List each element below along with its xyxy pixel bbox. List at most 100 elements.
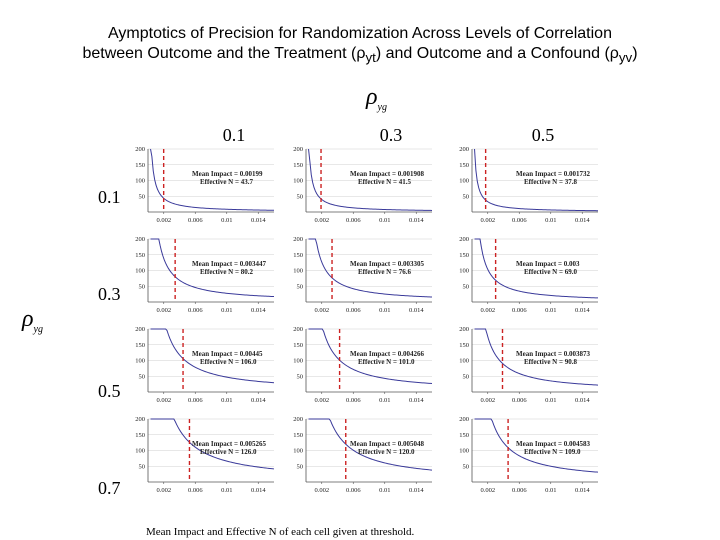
precision-curve	[474, 148, 599, 212]
x-tick-label: 0.014	[409, 487, 424, 494]
row-header-2: 0.3	[98, 284, 121, 304]
precision-curve	[308, 148, 433, 211]
precision-curve	[150, 328, 275, 384]
y-tick-label: 200	[135, 416, 145, 423]
x-tick-label: 0.002	[314, 217, 329, 224]
chart-title: Aymptotics of Precision for Randomizatio…	[0, 24, 720, 68]
effective-n-label: Effective N = 101.0	[358, 358, 415, 366]
chart-panel: 50 100 150 200 0.002 0.006 0.01 0.014 Mean Impac…	[452, 146, 600, 228]
y-tick-label: 100	[459, 358, 469, 365]
y-tick-label: 200	[459, 326, 469, 333]
y-tick-label: 150	[135, 342, 145, 349]
effective-n-label: Effective N = 109.0	[524, 448, 581, 456]
x-tick-label: 0.002	[480, 397, 495, 404]
y-tick-label: 200	[459, 146, 469, 153]
x-tick-label: 0.014	[409, 307, 424, 314]
x-tick-label: 0.006	[346, 397, 361, 404]
y-tick-label: 100	[459, 268, 469, 275]
y-tick-label: 150	[135, 252, 145, 259]
precision-curve	[474, 328, 599, 386]
x-tick-label: 0.01	[221, 397, 232, 404]
chart-panel: 50 100 150 200 0.002 0.006 0.01 0.014 Mean Impac…	[286, 146, 434, 228]
x-tick-label: 0.006	[512, 397, 527, 404]
mean-impact-label: Mean Impact = 0.005048	[350, 440, 424, 448]
y-tick-label: 50	[297, 283, 304, 290]
y-tick-label: 150	[459, 432, 469, 439]
precision-curve	[474, 238, 599, 299]
x-tick-label: 0.014	[575, 217, 590, 224]
x-tick-label: 0.006	[512, 307, 527, 314]
y-tick-label: 150	[459, 162, 469, 169]
x-tick-label: 0.01	[221, 487, 232, 494]
x-tick-label: 0.006	[346, 487, 361, 494]
panel-plot: 50 100 150 200 0.002 0.006 0.01 0.014 Mean Impac…	[135, 326, 275, 404]
y-tick-label: 100	[459, 448, 469, 455]
mean-impact-label: Mean Impact = 0.001732	[516, 170, 590, 178]
effective-n-label: Effective N = 37.8	[524, 178, 577, 186]
x-tick-label: 0.01	[379, 487, 390, 494]
chart-panel: 50 100 150 200 0.002 0.006 0.01 0.014 Mean Impac…	[286, 326, 434, 408]
row-header-4: 0.7	[98, 478, 121, 498]
x-tick-label: 0.002	[480, 307, 495, 314]
x-tick-label: 0.014	[251, 487, 266, 494]
panel-plot: 50 100 150 200 0.002 0.006 0.01 0.014 Mean Impac…	[135, 236, 275, 314]
x-tick-label: 0.01	[379, 397, 390, 404]
mean-impact-label: Mean Impact = 0.00199	[192, 170, 263, 178]
x-tick-label: 0.002	[314, 307, 329, 314]
x-tick-label: 0.01	[545, 397, 556, 404]
panel-plot: 50 100 150 200 0.002 0.006 0.01 0.014 Mean Impac…	[459, 416, 599, 494]
y-tick-label: 200	[135, 236, 145, 243]
x-tick-label: 0.01	[545, 487, 556, 494]
caption: Mean Impact and Effective N of each cell…	[146, 526, 415, 538]
title-line-1: Aymptotics of Precision for Randomizatio…	[108, 25, 612, 42]
effective-n-label: Effective N = 90.8	[524, 358, 577, 366]
y-tick-label: 200	[293, 326, 303, 333]
y-tick-label: 50	[463, 283, 470, 290]
y-tick-label: 100	[459, 178, 469, 185]
column-axis-symbol: ρyg	[366, 84, 387, 113]
y-tick-label: 150	[293, 342, 303, 349]
x-tick-label: 0.01	[379, 217, 390, 224]
y-tick-label: 100	[135, 178, 145, 185]
y-tick-label: 150	[135, 162, 145, 169]
chart-panel: 50 100 150 200 0.002 0.006 0.01 0.014 Mean Impac…	[128, 326, 276, 408]
x-tick-label: 0.01	[221, 307, 232, 314]
y-tick-label: 100	[135, 358, 145, 365]
effective-n-label: Effective N = 41.5	[358, 178, 411, 186]
mean-impact-label: Mean Impact = 0.003447	[192, 260, 266, 268]
panel-plot: 50 100 150 200 0.002 0.006 0.01 0.014 Mean Impac…	[459, 236, 599, 314]
y-tick-label: 200	[135, 326, 145, 333]
panel-plot: 50 100 150 200 0.002 0.006 0.01 0.014 Mean Impac…	[459, 146, 599, 224]
y-tick-label: 200	[459, 416, 469, 423]
chart-panel: 50 100 150 200 0.002 0.006 0.01 0.014 Mean Impac…	[286, 236, 434, 318]
mean-impact-label: Mean Impact = 0.004583	[516, 440, 590, 448]
y-tick-label: 50	[297, 373, 304, 380]
y-tick-label: 50	[139, 373, 146, 380]
x-tick-label: 0.002	[156, 307, 171, 314]
y-tick-label: 50	[463, 463, 470, 470]
row-axis-symbol: ρyg	[22, 306, 43, 335]
chart-panel: 50 100 150 200 0.002 0.006 0.01 0.014 Mean Impac…	[128, 236, 276, 318]
title-line-2: between Outcome and the Treatment (ρyt) …	[0, 44, 720, 68]
y-tick-label: 150	[293, 432, 303, 439]
row-axis-sub: yg	[33, 323, 43, 335]
column-header-3: 0.5	[531, 125, 555, 145]
x-tick-label: 0.002	[314, 487, 329, 494]
panel-plot: 50 100 150 200 0.002 0.006 0.01 0.014 Mean Impac…	[459, 326, 599, 404]
precision-curve	[150, 148, 275, 211]
x-tick-label: 0.01	[545, 217, 556, 224]
x-tick-label: 0.01	[379, 307, 390, 314]
x-tick-label: 0.014	[575, 487, 590, 494]
x-tick-label: 0.002	[156, 487, 171, 494]
y-tick-label: 200	[293, 236, 303, 243]
x-tick-label: 0.002	[314, 397, 329, 404]
y-tick-label: 200	[293, 146, 303, 153]
effective-n-label: Effective N = 69.0	[524, 268, 577, 276]
x-tick-label: 0.006	[188, 217, 203, 224]
precision-curve	[150, 238, 275, 298]
effective-n-label: Effective N = 80.2	[200, 268, 253, 276]
x-tick-label: 0.002	[156, 217, 171, 224]
column-axis-sub: yg	[377, 101, 387, 113]
mean-impact-label: Mean Impact = 0.003	[516, 260, 580, 268]
y-tick-label: 100	[293, 268, 303, 275]
